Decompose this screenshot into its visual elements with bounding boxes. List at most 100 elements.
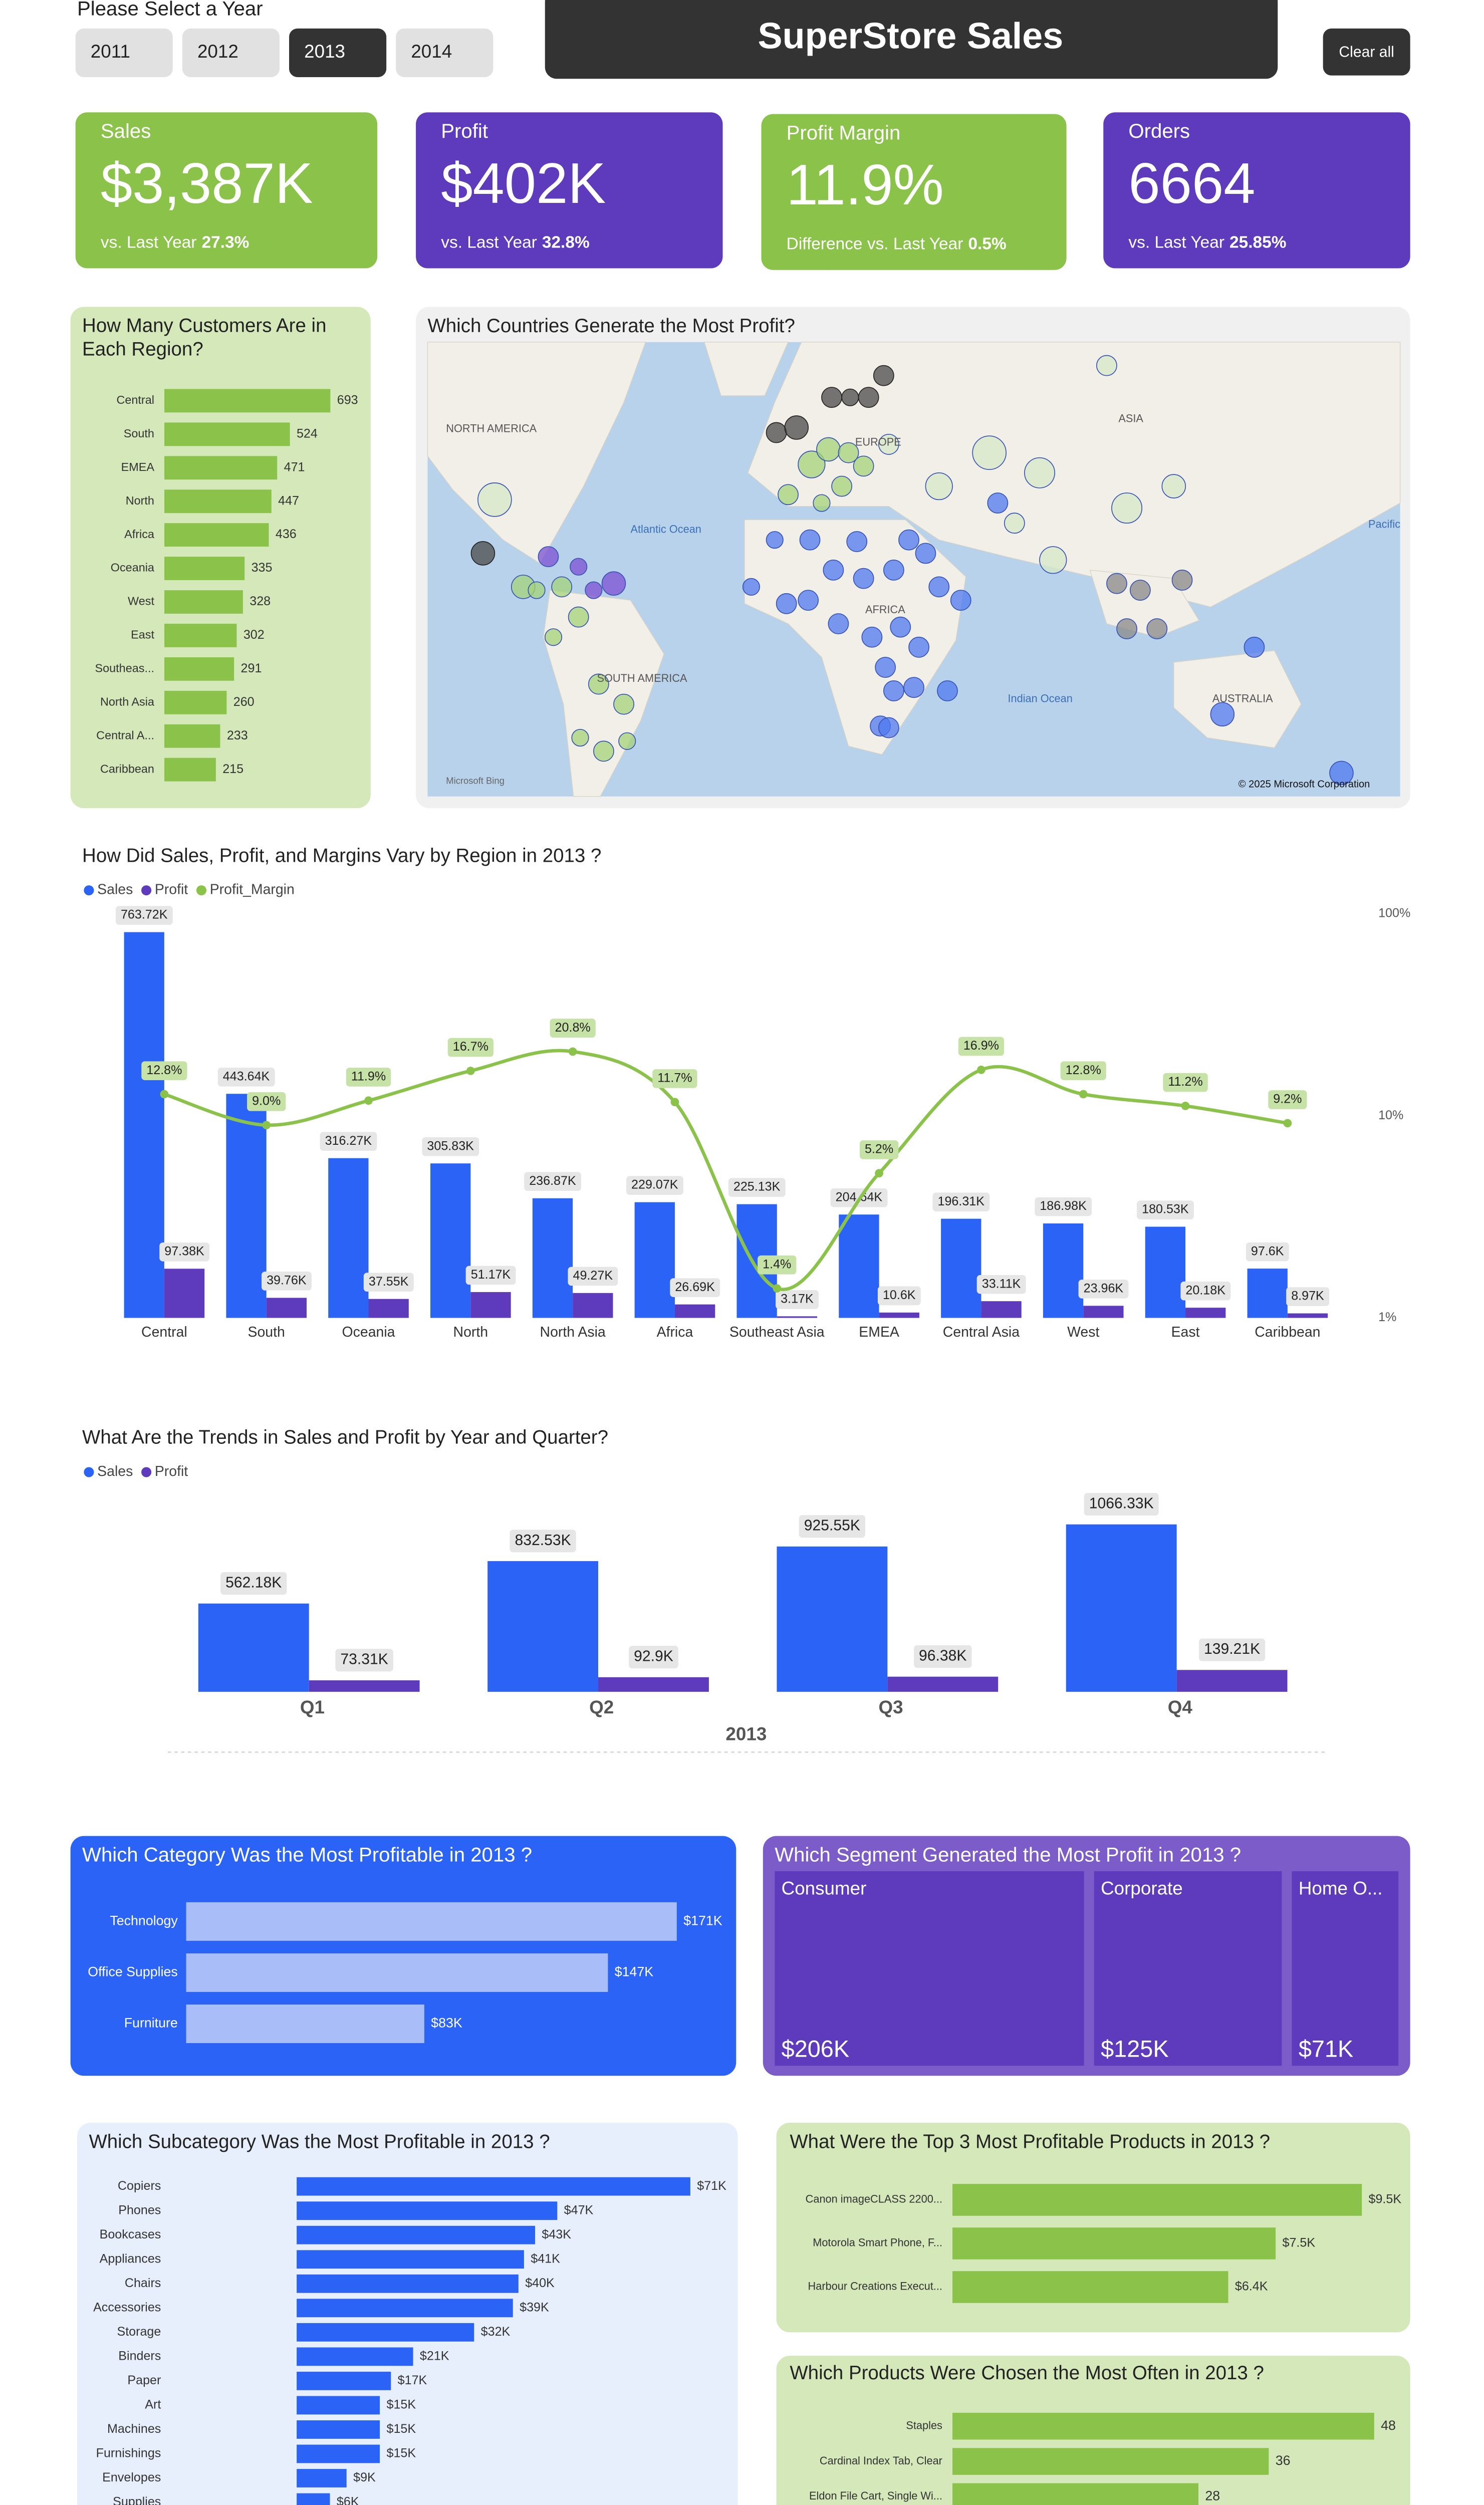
map-point <box>570 558 588 576</box>
label-background <box>1198 1638 1266 1661</box>
kpi-label: Profit <box>441 120 488 142</box>
map-point <box>613 693 634 715</box>
value-label: 5.2% <box>865 1142 893 1156</box>
map-point <box>928 576 950 598</box>
category-label: Storage <box>117 2325 161 2339</box>
map-copyright: © 2025 Microsoft Corporation <box>1239 779 1370 790</box>
bar <box>297 2177 690 2196</box>
map-point <box>878 717 899 738</box>
bar <box>532 1198 573 1318</box>
map-label: AFRICA <box>865 603 905 616</box>
value-label: 33.11K <box>982 1277 1021 1291</box>
value-label: 36 <box>1276 2453 1291 2468</box>
map-point <box>766 531 784 549</box>
map-point <box>784 415 809 440</box>
year-label[interactable]: 2014 <box>411 41 452 62</box>
line-point <box>1283 1119 1292 1128</box>
category-label: East <box>131 628 154 641</box>
chart-title: What Are the Trends in Sales and Profit … <box>82 1427 608 1448</box>
line-point <box>875 1169 883 1178</box>
value-label: $17K <box>398 2373 427 2387</box>
label-background <box>159 1242 210 1262</box>
category-label: Central <box>116 393 154 406</box>
kpi-card <box>416 112 723 269</box>
value-label: 562.18K <box>225 1574 282 1591</box>
legend-label: Profit <box>155 882 188 898</box>
value-label: $43K <box>542 2227 571 2241</box>
map-point <box>1004 513 1025 534</box>
value-label: 225.13K <box>733 1180 781 1194</box>
map-land <box>427 342 1401 797</box>
value-label: 260 <box>233 695 255 709</box>
value-label: 763.72K <box>121 908 168 922</box>
value-label: $71K <box>697 2179 726 2193</box>
value-label: 97.6K <box>1251 1244 1284 1258</box>
x-tick-label: North <box>453 1324 488 1340</box>
map-point <box>950 590 971 611</box>
map-point <box>937 680 958 701</box>
map-point <box>903 677 924 698</box>
kpi-note-text: vs. Last Year <box>101 233 197 252</box>
year-label[interactable]: 2012 <box>197 41 238 62</box>
x-tick-label: West <box>1067 1324 1099 1340</box>
category-label: Technology <box>110 1913 178 1928</box>
label-background <box>550 1019 596 1038</box>
bar <box>952 2227 1276 2260</box>
category-label: Staples <box>906 2419 942 2431</box>
map-point <box>823 559 844 581</box>
year-label[interactable]: 2011 <box>91 41 130 62</box>
legend-marker <box>141 1467 152 1477</box>
bar <box>1145 1226 1186 1318</box>
year-button[interactable] <box>182 28 280 77</box>
value-label: 693 <box>337 393 358 407</box>
year-button[interactable] <box>289 28 387 77</box>
value-label: 186.98K <box>1040 1199 1087 1213</box>
bar <box>164 523 269 547</box>
value-label: 28 <box>1205 2488 1220 2503</box>
x-tick-label: EMEA <box>859 1324 899 1340</box>
value-label: 291 <box>241 661 262 675</box>
bar <box>470 1292 511 1318</box>
clear-label[interactable]: Clear all <box>1339 44 1394 60</box>
bar <box>1185 1308 1226 1318</box>
treemap-tile <box>1292 1871 1399 2066</box>
category-label: Paper <box>127 2373 161 2387</box>
label-background <box>728 1178 786 1197</box>
legend-marker <box>84 885 94 896</box>
category-label: Africa <box>124 528 155 541</box>
x-tick-label: North Asia <box>540 1324 606 1340</box>
map-label: Atlantic Ocean <box>630 523 701 535</box>
map-point <box>618 732 636 750</box>
clear-button[interactable] <box>1323 28 1410 76</box>
map-point <box>853 568 874 589</box>
kpi-value: 6664 <box>1128 152 1255 215</box>
value-label: 196.31K <box>938 1194 985 1208</box>
bar <box>674 1304 715 1318</box>
year-label[interactable]: 2013 <box>304 41 345 62</box>
category-label: Caribbean <box>100 762 154 775</box>
map-point <box>861 626 883 648</box>
year-button[interactable] <box>75 28 173 77</box>
year-button[interactable] <box>396 28 493 77</box>
value-label: 49.27K <box>573 1269 613 1283</box>
map-point <box>841 388 859 406</box>
bar <box>952 2271 1228 2303</box>
x-tick-label: Q2 <box>589 1697 614 1717</box>
label-background <box>220 1572 287 1595</box>
map-point <box>799 529 821 551</box>
legend-label: Profit <box>155 1463 188 1479</box>
category-label: Envelopes <box>102 2470 161 2484</box>
map-point <box>915 543 936 564</box>
value-label: 16.9% <box>963 1039 999 1053</box>
category-label: Furnishings <box>96 2446 161 2460</box>
map-point <box>798 590 819 611</box>
value-label: $15K <box>387 2422 416 2436</box>
legend-label: Sales <box>97 1463 133 1479</box>
label-background <box>346 1068 391 1087</box>
map-point <box>1129 580 1151 601</box>
bar <box>879 1312 919 1318</box>
tile-label: Corporate <box>1101 1878 1183 1898</box>
bar <box>164 758 216 782</box>
line-point <box>466 1067 475 1075</box>
